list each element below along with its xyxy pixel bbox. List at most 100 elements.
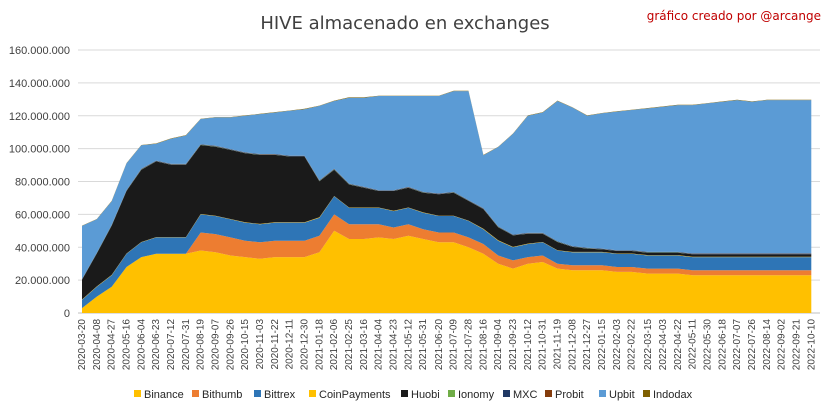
series-area-bithumb [82,214,812,309]
plot-area [82,90,812,313]
legend-item-bithumb: Bithumb [192,389,242,401]
series-area-binance [82,230,812,313]
legend-swatch [503,390,510,397]
x-tick-label: 2020-07-12 [166,319,177,371]
y-tick-label: 20.000.000 [15,275,70,287]
legend-item-binance: Binance [134,389,184,401]
y-tick-label: 120.000.000 [9,111,70,123]
x-tick-label: 2022-07-07 [732,319,743,371]
x-tick-label: 2021-02-06 [329,319,340,371]
legend-item-indodax: Indodax [643,389,693,401]
x-tick-label: 2022-02-22 [627,319,638,371]
legend-label: MXC [513,389,538,401]
x-tick-label: 2022-09-02 [777,319,788,371]
y-tick-label: 40.000.000 [15,242,70,254]
x-tick-label: 2020-09-26 [225,319,236,371]
x-tick-label: 2020-04-08 [92,319,103,371]
x-tick-label: 2020-11-03 [255,319,266,370]
legend-label: Ionomy [458,389,495,401]
x-tick-label: 2021-04-04 [374,319,385,371]
x-tick-label: 2021-09-23 [508,319,519,371]
legend-label: Binance [144,389,184,401]
legend-item-ionomy: Ionomy [448,389,495,401]
x-tick-label: 2021-06-20 [434,319,445,371]
x-tick-label: 2021-12-08 [567,319,578,371]
x-tick-label: 2022-10-10 [806,319,817,371]
x-tick-label: 2021-05-31 [418,319,429,371]
legend-label: CoinPayments [319,389,391,401]
legend-item-probit: Probit [545,389,584,401]
x-tick-label: 2021-05-12 [403,319,414,371]
x-tick-label: 2020-11-22 [270,319,281,370]
legend-item-upbit: Upbit [599,389,635,401]
x-tick-label: 2020-06-04 [136,319,147,371]
x-tick-label: 2021-10-31 [538,319,549,371]
x-tick-label: 2020-05-16 [122,319,133,371]
x-tick-label: 2021-07-09 [449,319,460,371]
chart-credit: gráfico creado por @arcange [647,9,821,23]
x-tick-label: 2022-09-21 [792,319,803,371]
x-tick-label: 2021-12-27 [582,319,593,371]
legend-label: Bittrex [264,389,296,401]
x-tick-label: 2022-04-22 [673,319,684,371]
x-tick-label: 2022-07-26 [747,319,758,371]
x-tick-label: 2020-12-11 [285,319,296,370]
x-tick-label: 2022-02-03 [612,319,623,371]
legend-swatch [401,390,408,397]
x-tick-label: 2020-12-30 [300,319,311,371]
y-axis: 0 20.000.000 40.000.000 60.000.000 80.000.00… [9,45,70,320]
legend-label: Huobi [411,389,440,401]
legend-item-mxc: MXC [503,389,538,401]
legend-swatch [254,390,261,397]
x-tick-label: 2020-08-19 [196,319,207,371]
y-tick-label: 160.000.000 [9,45,70,57]
x-tick-label: 2022-01-15 [597,319,608,371]
x-tick-label: 2020-09-07 [211,319,222,371]
x-tick-label: 2020-10-15 [240,319,251,371]
x-tick-label: 2021-07-28 [464,319,475,371]
legend-swatch [599,390,606,397]
legend-label: Indodax [653,389,693,401]
x-tick-label: 2022-05-11 [688,319,699,370]
x-tick-label: 2021-10-12 [523,319,534,371]
legend-swatch [545,390,552,397]
x-tick-label: 2021-11-19 [553,319,564,370]
y-tick-label: 100.000.000 [9,144,70,156]
x-tick-label: 2022-03-15 [643,319,654,371]
x-tick-label: 2021-09-04 [493,319,504,371]
y-tick-label: 80.000.000 [15,177,70,189]
legend-swatch [134,390,141,397]
legend-swatch [643,390,650,397]
series-area-bittrex [82,196,812,309]
y-tick-label: 0 [64,308,70,320]
legend-label: Upbit [609,389,635,401]
x-tick-label: 2022-04-03 [658,319,669,371]
x-axis: 2020-03-20 2020-04-08 2020-04-27 2020-05-16… [77,319,817,371]
legend: Binance Bithumb Bittrex CoinPayments Huobi Io… [134,389,693,401]
x-tick-label: 2021-04-23 [389,319,400,371]
x-tick-label: 2020-07-31 [181,319,192,371]
x-tick-label: 2020-06-23 [151,319,162,371]
legend-item-huobi: Huobi [401,389,440,401]
y-tick-label: 140.000.000 [9,78,70,90]
x-tick-label: 2021-01-18 [314,319,325,371]
legend-swatch [192,390,199,397]
x-tick-label: 2021-02-25 [344,319,355,371]
chart-title: HIVE almacenado en exchanges [260,13,549,34]
x-tick-label: 2020-03-20 [77,319,88,371]
legend-swatch [448,390,455,397]
x-tick-label: 2020-04-27 [107,319,118,371]
y-tick-label: 60.000.000 [15,209,70,221]
legend-item-bittrex: Bittrex [254,389,296,401]
x-tick-label: 2022-05-30 [703,319,714,371]
x-tick-label: 2021-03-16 [359,319,370,371]
x-tick-label: 2021-08-16 [478,319,489,371]
legend-swatch [309,390,316,397]
series-area-upbit [82,91,812,279]
x-tick-label: 2022-06-18 [717,319,728,371]
legend-label: Probit [555,389,584,401]
legend-item-coinpayments: CoinPayments [309,389,391,401]
x-tick-label: 2022-08-14 [762,319,773,371]
legend-label: Bithumb [202,389,242,401]
